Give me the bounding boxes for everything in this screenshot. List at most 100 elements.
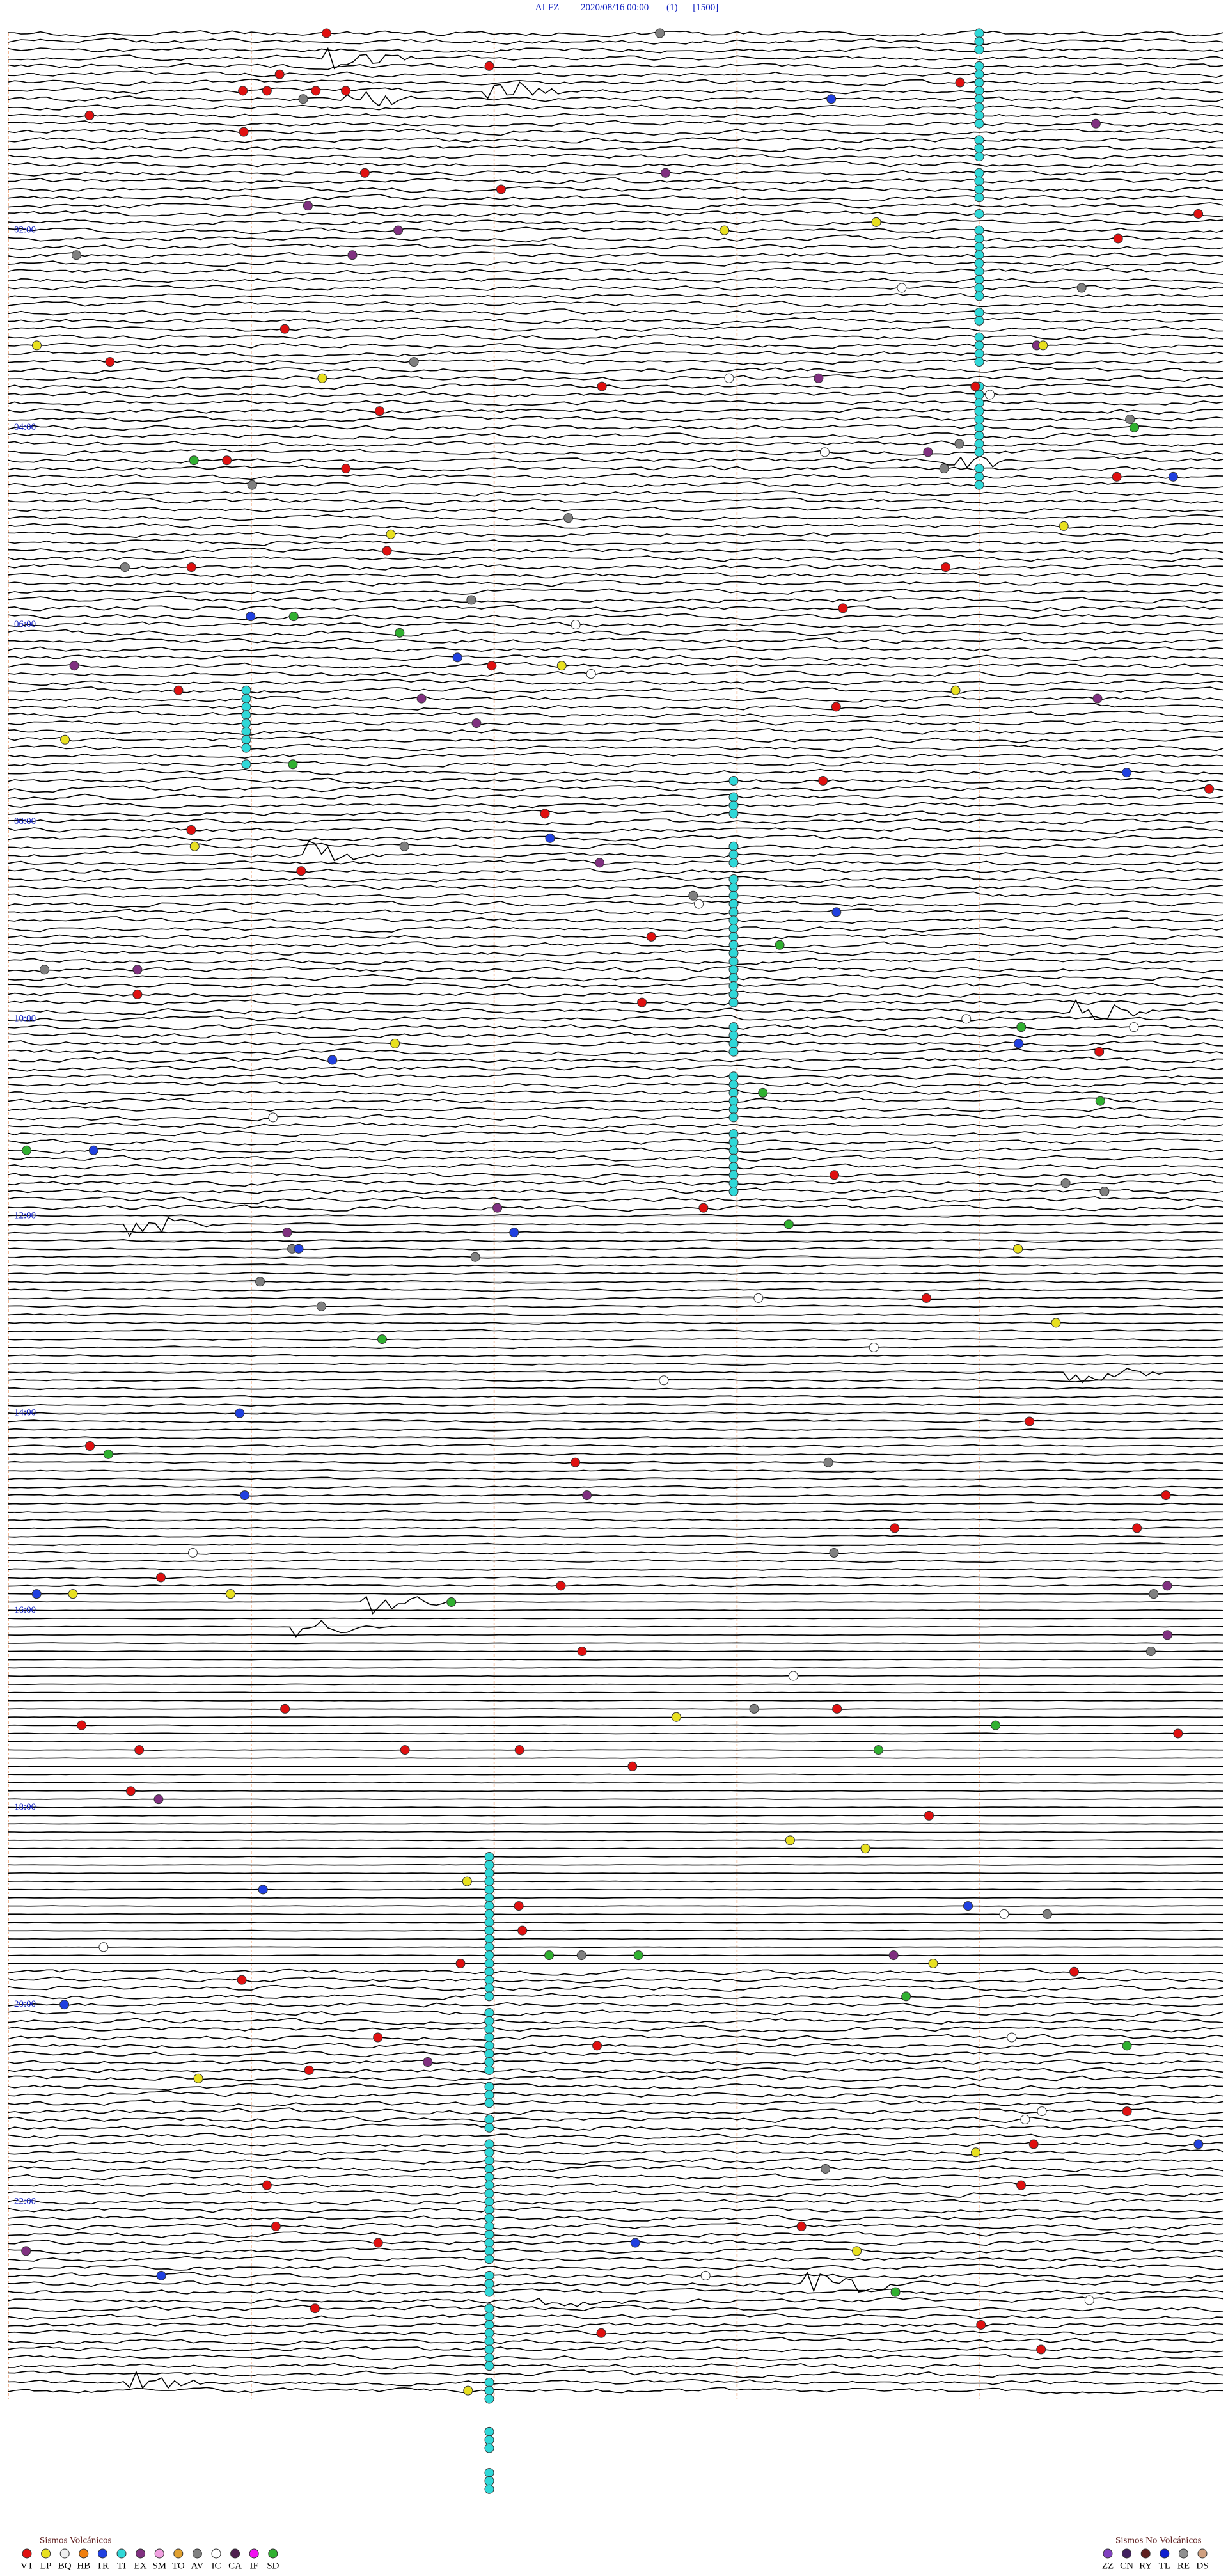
trace: [8, 1387, 1224, 1391]
trace: [8, 2263, 1224, 2271]
trace: [8, 210, 1224, 218]
event-ti: [484, 2279, 494, 2289]
event-ti: [728, 973, 739, 983]
trace: [8, 1411, 1224, 1416]
event-ti: [974, 258, 984, 269]
event: [375, 406, 385, 416]
legend-code: CN: [1120, 2561, 1133, 2571]
trace: [8, 260, 1224, 267]
event-ti: [484, 2484, 494, 2494]
trace: [8, 588, 1224, 596]
trace: [8, 1048, 1224, 1057]
event: [939, 464, 949, 474]
trace: [8, 1238, 1224, 1243]
event: [1129, 1022, 1139, 1032]
trace: [8, 267, 1224, 276]
event-ti: [728, 1178, 739, 1189]
trace: [8, 300, 1224, 309]
trace: [8, 153, 1224, 160]
trace: [8, 415, 1224, 423]
event: [1016, 1022, 1027, 1032]
event-ti: [728, 1080, 739, 1090]
trace: [8, 736, 1224, 743]
trace: [8, 2322, 1224, 2328]
event: [1016, 2180, 1027, 2190]
event: [1094, 1047, 1105, 1057]
trace: [8, 367, 1224, 375]
event-ti: [728, 775, 739, 786]
event-ti: [974, 36, 984, 47]
event-ti: [484, 2443, 494, 2453]
event-ti: [484, 1934, 494, 1944]
event-ti: [974, 266, 984, 276]
trace: [8, 2123, 1224, 2131]
event-ti: [728, 849, 739, 860]
event: [921, 1293, 931, 1303]
trace: [8, 2173, 1224, 2181]
hour-label: 12:00: [14, 1210, 36, 1221]
trace: [8, 120, 1224, 127]
event: [829, 1547, 839, 1558]
event: [120, 562, 130, 573]
event: [783, 1219, 794, 1229]
trace: [8, 1658, 1224, 1661]
trace: [8, 1593, 1224, 1595]
trace: [8, 2157, 1224, 2165]
event-ti: [974, 77, 984, 88]
event: [818, 775, 828, 786]
trace: [8, 423, 1224, 431]
trace: [8, 933, 1224, 940]
datetime: 2020/08/16 00:00: [581, 3, 649, 13]
event-ti: [974, 242, 984, 252]
event: [1129, 422, 1139, 432]
trace: [8, 2272, 1224, 2280]
event: [193, 2073, 203, 2083]
event: [577, 1647, 587, 1657]
event: [724, 373, 734, 383]
trace: [8, 128, 1224, 136]
trace: [8, 1114, 1224, 1122]
trace: [8, 276, 1224, 284]
trace: [8, 1872, 1224, 1874]
event-ti: [484, 2016, 494, 2026]
trace: [8, 1395, 1224, 1399]
trace: [8, 1288, 1224, 1292]
trace: [8, 834, 1224, 842]
legend-dot: [211, 2548, 221, 2559]
trace: [8, 505, 1224, 514]
trace: [8, 999, 1224, 1007]
trace: [8, 785, 1224, 793]
event: [186, 562, 196, 573]
event: [1020, 2114, 1030, 2124]
legend-dot: [192, 2548, 202, 2559]
event: [661, 168, 671, 178]
trace: [8, 531, 1224, 539]
trace: [8, 1476, 1224, 1481]
trace: [8, 686, 1224, 694]
event-ti: [974, 233, 984, 244]
trace: [8, 949, 1224, 957]
event: [700, 2270, 711, 2280]
trace: [8, 1976, 1224, 1984]
event: [282, 1228, 292, 1238]
event-ti: [974, 209, 984, 219]
event-ti: [484, 2435, 494, 2445]
trace: [8, 743, 1224, 752]
trace: [8, 1403, 1224, 1407]
trace: [8, 1460, 1224, 1464]
legend-dot: [1103, 2548, 1113, 2559]
event: [399, 841, 409, 851]
event-ti: [974, 152, 984, 162]
event: [462, 1876, 472, 1886]
event: [268, 1112, 278, 1123]
trace: [8, 1526, 1224, 1530]
trace: [8, 523, 1224, 530]
legend-code: TL: [1159, 2561, 1170, 2571]
event-ti: [484, 1860, 494, 1870]
trace: [8, 2370, 1224, 2389]
legend-dot: [136, 2548, 146, 2559]
event: [71, 250, 81, 260]
event: [347, 250, 358, 260]
trace: [8, 1345, 1224, 1350]
trace: [8, 867, 1224, 875]
